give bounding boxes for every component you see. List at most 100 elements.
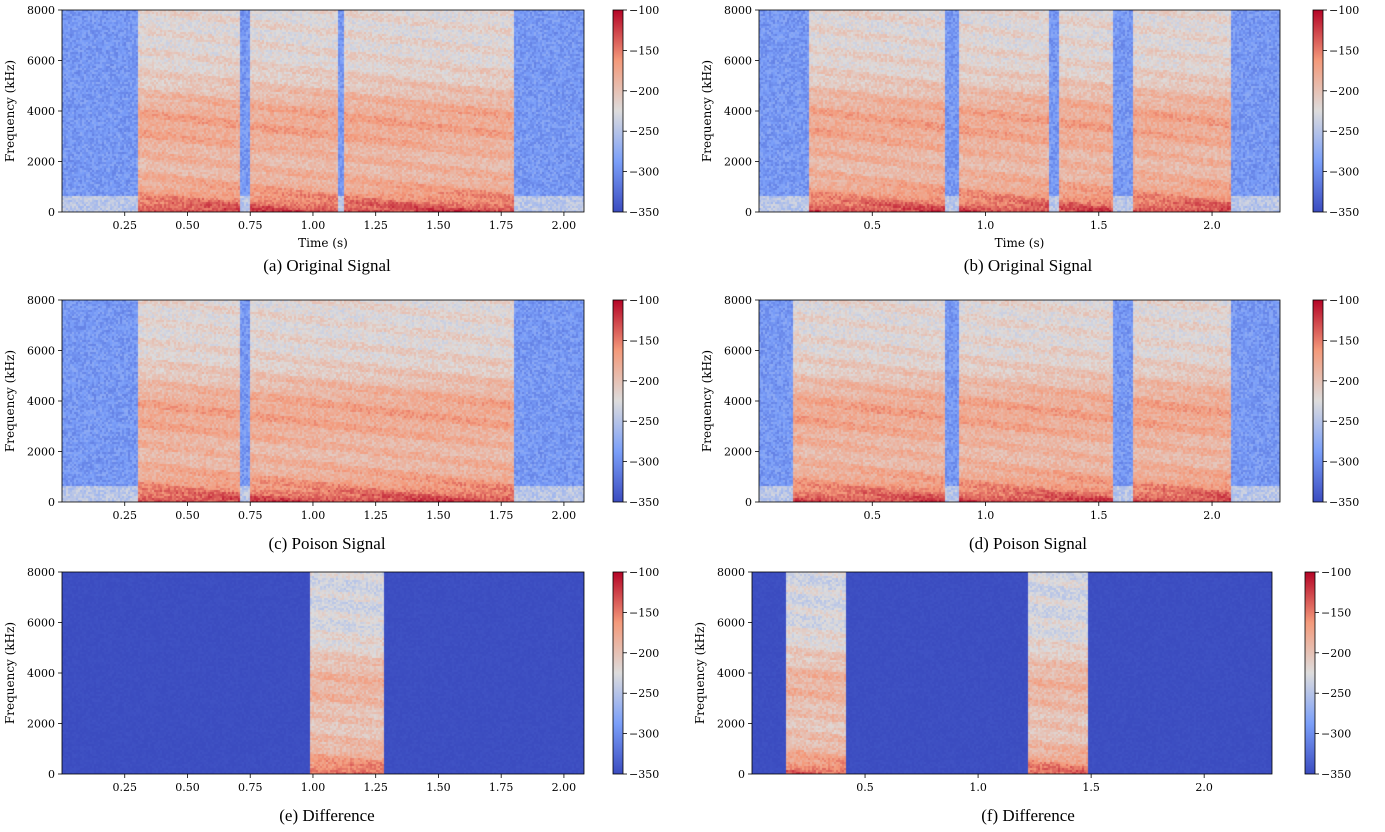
x-tick-label: 2.00 xyxy=(552,781,577,794)
x-tick-label: 0.5 xyxy=(864,219,882,232)
colorbar-tick-label: −150 xyxy=(1321,606,1351,619)
y-tick-label: 0 xyxy=(738,768,745,781)
colorbar-tick-label: −350 xyxy=(1321,768,1351,781)
colorbar: −100 −150 −200 −250 −300 −350 xyxy=(612,566,659,781)
colorbar-tick-label: −250 xyxy=(629,415,659,428)
colorbar-tick-label: −200 xyxy=(629,375,659,388)
x-tick-label: 0.25 xyxy=(112,509,137,522)
caption-b: (b) Original Signal xyxy=(963,256,1093,275)
y-tick-label: 8000 xyxy=(27,566,55,579)
colorbar: −100 −150 −200 −250 −300 −350 xyxy=(612,294,659,509)
spectrogram-image xyxy=(62,300,584,502)
spectrogram-image xyxy=(759,10,1280,212)
x-tick-label: 0.50 xyxy=(175,219,200,232)
x-tick-label: 1.50 xyxy=(426,219,451,232)
y-tick-label: 0 xyxy=(48,496,55,509)
caption-f: (f) Difference xyxy=(981,806,1075,825)
colorbar-tick-label: −100 xyxy=(1321,566,1351,579)
colorbar-tick-label: −250 xyxy=(629,687,659,700)
x-tick-label: 2.0 xyxy=(1203,509,1221,522)
y-tick-label: 6000 xyxy=(724,55,752,68)
colorbar-tick-label: −150 xyxy=(1329,44,1359,57)
x-tick-label: 0.75 xyxy=(238,509,263,522)
y-tick-label: 4000 xyxy=(27,395,55,408)
caption-c: (c) Poison Signal xyxy=(268,534,386,553)
colorbar-scale xyxy=(612,9,624,213)
x-tick-label: 0.25 xyxy=(112,219,137,232)
x-tick-label: 0.50 xyxy=(175,781,200,794)
colorbar-tick-label: −100 xyxy=(629,566,659,579)
colorbar-tick-label: −150 xyxy=(629,334,659,347)
colorbar-tick-label: −350 xyxy=(629,206,659,219)
x-tick-label: 1.25 xyxy=(363,781,388,794)
y-axis-label: Frequency (kHz) xyxy=(700,350,714,452)
y-tick-label: 8000 xyxy=(27,294,55,307)
spectrogram-image xyxy=(62,10,584,212)
y-tick-label: 0 xyxy=(745,206,752,219)
y-tick-label: 4000 xyxy=(724,395,752,408)
spectrogram-panel-e: 0.25 0.50 0.75 1.00 1.25 1.50 1.75 2.00 0 2000 400… xyxy=(3,566,659,794)
spectrogram-image xyxy=(759,300,1280,502)
x-tick-label: 1.75 xyxy=(489,509,514,522)
x-tick-label: 0.50 xyxy=(175,509,200,522)
y-tick-label: 6000 xyxy=(27,55,55,68)
x-tick-label: 1.75 xyxy=(489,781,514,794)
colorbar-tick-label: −200 xyxy=(629,85,659,98)
caption-d: (d) Poison Signal xyxy=(968,534,1088,553)
colorbar-scale xyxy=(612,299,624,503)
y-tick-label: 4000 xyxy=(717,667,745,680)
spectrogram-panel-a: 0.25 0.50 0.75 1.00 1.25 1.50 1.75 2.00 0 2000 400… xyxy=(3,4,659,250)
x-tick-label: 1.0 xyxy=(977,219,995,232)
colorbar-tick-label: −300 xyxy=(1329,166,1359,179)
x-tick-label: 1.00 xyxy=(301,509,326,522)
colorbar-scale xyxy=(1312,299,1324,503)
colorbar-tick-label: −250 xyxy=(629,125,659,138)
y-tick-label: 6000 xyxy=(717,617,745,630)
colorbar-tick-label: −100 xyxy=(1329,294,1359,307)
colorbar: −100 −150 −200 −250 −300 −350 xyxy=(1312,294,1359,509)
colorbar-tick-label: −350 xyxy=(629,496,659,509)
x-tick-label: 1.0 xyxy=(977,509,995,522)
x-tick-label: 2.00 xyxy=(552,509,577,522)
x-tick-label: 1.5 xyxy=(1090,509,1108,522)
x-tick-label: 1.25 xyxy=(363,219,388,232)
y-tick-label: 2000 xyxy=(724,156,752,169)
spectrogram-panel-c: 0.25 0.50 0.75 1.00 1.25 1.50 1.75 2.00 0 2000 400… xyxy=(3,294,659,522)
x-axis-label: Time (s) xyxy=(995,236,1045,250)
x-tick-label: 1.5 xyxy=(1090,219,1108,232)
x-tick-label: 1.50 xyxy=(426,509,451,522)
colorbar: −100 −150 −200 −250 −300 −350 xyxy=(1312,4,1359,219)
y-tick-label: 2000 xyxy=(27,718,55,731)
colorbar-tick-label: −300 xyxy=(629,166,659,179)
x-tick-label: 1.50 xyxy=(426,781,451,794)
y-axis-label: Frequency (kHz) xyxy=(693,622,707,724)
colorbar-tick-label: −100 xyxy=(629,4,659,17)
colorbar-tick-label: −350 xyxy=(1329,206,1359,219)
y-tick-label: 8000 xyxy=(27,4,55,17)
y-tick-label: 6000 xyxy=(27,617,55,630)
y-tick-label: 6000 xyxy=(27,345,55,358)
colorbar-tick-label: −300 xyxy=(1321,728,1351,741)
y-tick-label: 0 xyxy=(48,206,55,219)
y-tick-label: 4000 xyxy=(724,105,752,118)
colorbar-tick-label: −250 xyxy=(1321,687,1351,700)
colorbar-tick-label: −300 xyxy=(629,456,659,469)
y-tick-label: 2000 xyxy=(717,718,745,731)
y-tick-label: 8000 xyxy=(724,4,752,17)
x-tick-label: 1.00 xyxy=(301,781,326,794)
y-tick-label: 2000 xyxy=(27,156,55,169)
spectrogram-image xyxy=(62,572,584,774)
x-tick-label: 0.5 xyxy=(856,781,874,794)
colorbar-scale xyxy=(612,571,624,775)
caption-e: (e) Difference xyxy=(279,806,375,825)
colorbar-tick-label: −350 xyxy=(1329,496,1359,509)
caption-a: (a) Original Signal xyxy=(263,256,391,275)
colorbar-tick-label: −150 xyxy=(629,606,659,619)
y-tick-label: 8000 xyxy=(724,294,752,307)
colorbar-scale xyxy=(1312,9,1324,213)
x-axis-label: Time (s) xyxy=(298,236,348,250)
colorbar-tick-label: −350 xyxy=(629,768,659,781)
x-tick-label: 1.5 xyxy=(1082,781,1100,794)
y-tick-label: 6000 xyxy=(724,345,752,358)
